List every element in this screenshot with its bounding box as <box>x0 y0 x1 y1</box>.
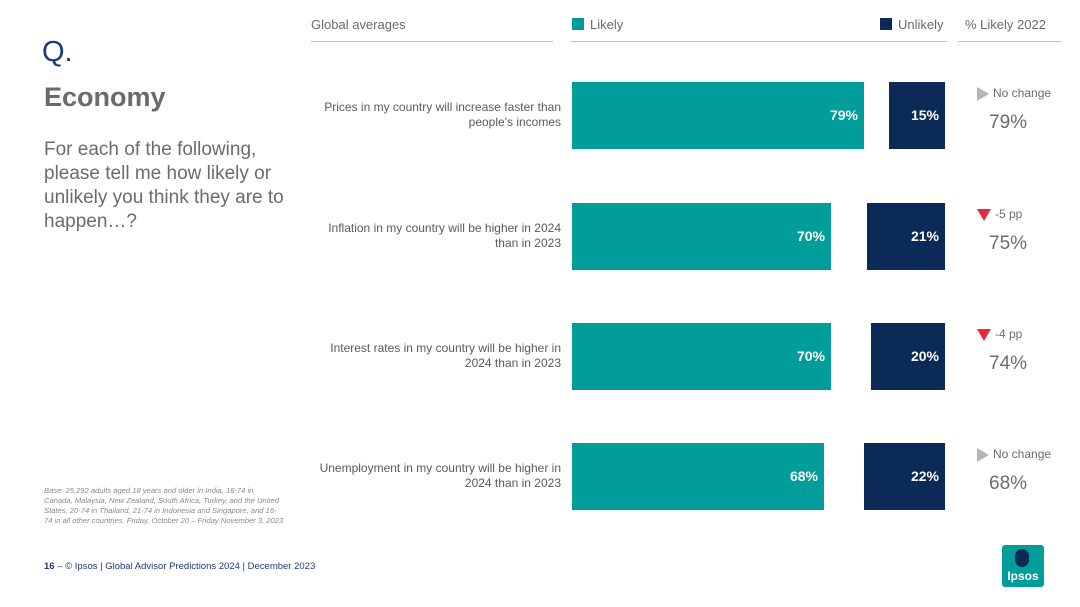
question-marker: Q. <box>42 36 73 68</box>
ipsos-logo-mark <box>1015 549 1029 567</box>
category-label: Inflation in my country will be higher i… <box>328 221 561 250</box>
category-label: Unemployment in my country will be highe… <box>319 461 561 490</box>
prior-year-value: 68% <box>989 473 1028 494</box>
change-indicator: No change <box>977 86 1051 101</box>
page-number: 16 <box>44 561 55 572</box>
base-note: Base: 25,292 adults aged 18 years and ol… <box>44 486 284 525</box>
change-text: No change <box>993 447 1052 461</box>
header-divider-middle <box>570 41 947 42</box>
header-divider-left <box>311 41 553 42</box>
likely-bar: 70% <box>572 323 831 390</box>
right-triangle-icon <box>977 86 989 101</box>
slide-title: Economy <box>44 82 166 112</box>
likely-bar: 79% <box>572 82 864 149</box>
unlikely-bar: 15% <box>889 82 945 149</box>
header-divider-right <box>958 41 1062 42</box>
category-label: Interest rates in my country will be hig… <box>330 341 561 370</box>
down-triangle-icon <box>977 328 991 341</box>
category-label: Prices in my country will increase faste… <box>324 100 561 129</box>
down-triangle-icon <box>977 208 991 221</box>
unlikely-bar: 21% <box>867 203 945 270</box>
legend-unlikely-label: Unlikely <box>898 17 944 32</box>
likely-bar: 70% <box>572 203 831 270</box>
footer-text: – © Ipsos | Global Advisor Predictions 2… <box>57 561 316 572</box>
change-text: -5 pp <box>995 207 1023 221</box>
prior-year-value: 74% <box>989 353 1028 374</box>
question-text: For each of the following, please tell m… <box>44 139 284 232</box>
prior-year-value: 75% <box>989 233 1028 254</box>
header-prior-year: % Likely 2022 <box>965 17 1046 32</box>
right-triangle-icon <box>977 447 989 462</box>
prior-year-value: 79% <box>989 112 1028 133</box>
legend-likely-swatch <box>572 18 584 30</box>
footer: 16 – © Ipsos | Global Advisor Prediction… <box>44 561 315 572</box>
change-text: No change <box>993 86 1052 100</box>
ipsos-logo-text: Ipsos <box>1007 569 1039 583</box>
change-indicator: -5 pp <box>977 207 1022 221</box>
legend-likely-label: Likely <box>590 17 624 32</box>
change-text: -4 pp <box>995 327 1023 341</box>
change-indicator: -4 pp <box>977 327 1022 341</box>
unlikely-bar: 20% <box>871 323 945 390</box>
header-global-averages: Global averages <box>311 17 406 32</box>
unlikely-bar: 22% <box>864 443 945 510</box>
change-indicator: No change <box>977 447 1051 462</box>
likely-bar: 68% <box>572 443 824 510</box>
legend-unlikely-swatch <box>880 18 892 30</box>
